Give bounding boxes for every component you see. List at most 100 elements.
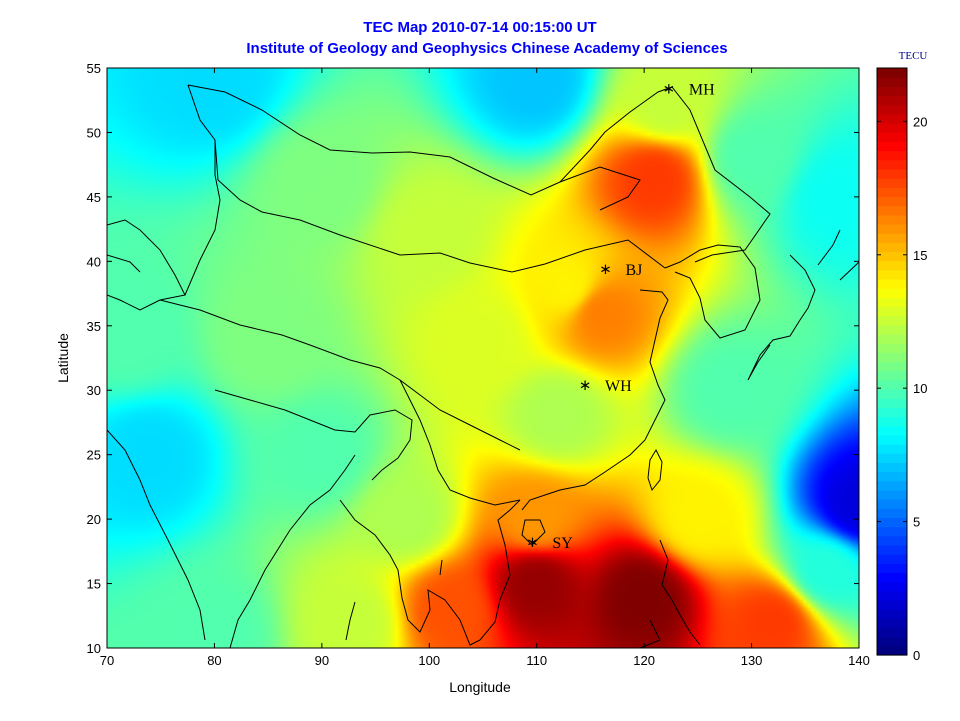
x-axis-label: Longitude [449,679,511,695]
colorbar-segment [877,251,907,262]
colorbar-segment [877,159,907,170]
coast-india [107,429,356,648]
y-tick-label: 45 [87,190,101,205]
x-tick-label: 90 [315,653,329,668]
y-tick-label: 25 [87,448,101,463]
colorbar-segment [877,141,907,152]
station-marker: ∗ [663,79,676,97]
coast-sri-andaman [345,559,443,641]
colorbar-segment [877,352,907,363]
colorbar-segment [877,535,907,546]
colorbar-segment [877,214,907,225]
colorbar-segment [877,618,907,629]
colorbar-segment [877,434,907,445]
x-axis-ticks: 70 80 90 100 110 120 130 140 [100,68,870,668]
station-wh: ∗ WH [579,376,632,395]
y-tick-label: 20 [87,512,101,527]
colorbar-segment [877,370,907,381]
colorbar-segment [877,379,907,390]
colorbar-segment [877,572,907,583]
colorbar-segment [877,407,907,418]
x-tick-label: 120 [633,653,655,668]
plot-area [107,68,859,648]
colorbar-segment [877,205,907,216]
station-label: WH [605,378,632,395]
tec-heatmap-image [107,68,859,648]
station-label: BJ [625,262,642,279]
colorbar-ticks: 0 5 10 15 20 [877,114,927,663]
colorbar-segment [877,297,907,308]
y-tick-label: 50 [87,125,101,140]
colorbar-segment [877,178,907,188]
y-tick-label: 30 [87,383,101,398]
x-tick-label: 140 [848,653,870,668]
station-mh: ∗ MH [663,79,716,98]
colorbar-segment [877,517,907,528]
colorbar-segment [877,462,907,473]
colorbar-segment [877,269,907,280]
colorbar-segment [877,168,907,179]
x-tick-label: 100 [418,653,440,668]
colorbar-segment [877,150,907,161]
coast-hainan [521,519,546,546]
colorbar-segment [877,86,907,97]
colorbar-segment [877,389,907,399]
colorbar-segment [877,306,907,317]
coast-china-east [521,289,669,511]
station-sy: ∗ SY [526,533,573,552]
y-axis-ticks: 10 15 20 25 30 35 40 45 50 55 [87,61,859,656]
colorbar-segment [877,645,907,656]
x-tick-label: 70 [100,653,114,668]
colorbar-segment [877,544,907,555]
colorbar-frame [876,67,908,656]
chart-title: TEC Map 2010-07-14 00:15:00 UT [363,19,596,36]
colorbar-segment [877,361,907,372]
colorbar [877,68,907,656]
colorbar-segment [877,132,907,142]
coast-korea-bohai [664,244,761,339]
colorbar-segment [877,343,907,353]
colorbar-segment [877,288,907,298]
border-west [107,219,186,311]
coast-indochina [339,499,521,646]
chart-subtitle: Institute of Geology and Geophysics Chin… [246,40,727,57]
border-china-west [184,84,221,296]
colorbar-segment [877,77,907,87]
colorbar-tick-label: 0 [913,648,920,663]
colorbar-segment [877,471,907,482]
station-markers: ∗ MH ∗ BJ ∗ WH ∗ SY [526,79,715,552]
station-label: MH [689,81,715,98]
colorbar-segment [877,68,907,78]
colorbar-segment [877,627,907,638]
coastline-borders [107,84,859,648]
colorbar-segment [877,444,907,454]
colorbar-segment [877,526,907,537]
station-marker: ∗ [599,260,612,278]
colorbar-segment [877,324,907,335]
station-marker: ∗ [526,533,539,551]
colorbar-segment [877,609,907,619]
colorbar-segment [877,480,907,491]
colorbar-segment [877,233,907,243]
colorbar-segment [877,425,907,436]
coast-philippines [639,539,701,648]
colorbar-segment [877,260,907,271]
colorbar-segment [877,333,907,344]
colorbar-segment [877,315,907,326]
border-russia-china [559,86,771,263]
border-nepal-himalaya [214,389,413,481]
station-bj: ∗ BJ [599,260,642,279]
x-tick-label: 110 [526,653,547,668]
colorbar-segment [877,242,907,253]
colorbar-unit-label: TECU [899,50,928,62]
colorbar-segment [877,104,907,115]
x-tick-label: 130 [741,653,763,668]
colorbar-segment [877,554,907,564]
colorbar-segment [877,196,907,207]
colorbar-segment [877,187,907,197]
y-tick-label: 15 [87,577,101,592]
colorbar-segment [877,489,907,500]
coast-japan [747,229,859,381]
colorbar-segment [877,123,907,133]
